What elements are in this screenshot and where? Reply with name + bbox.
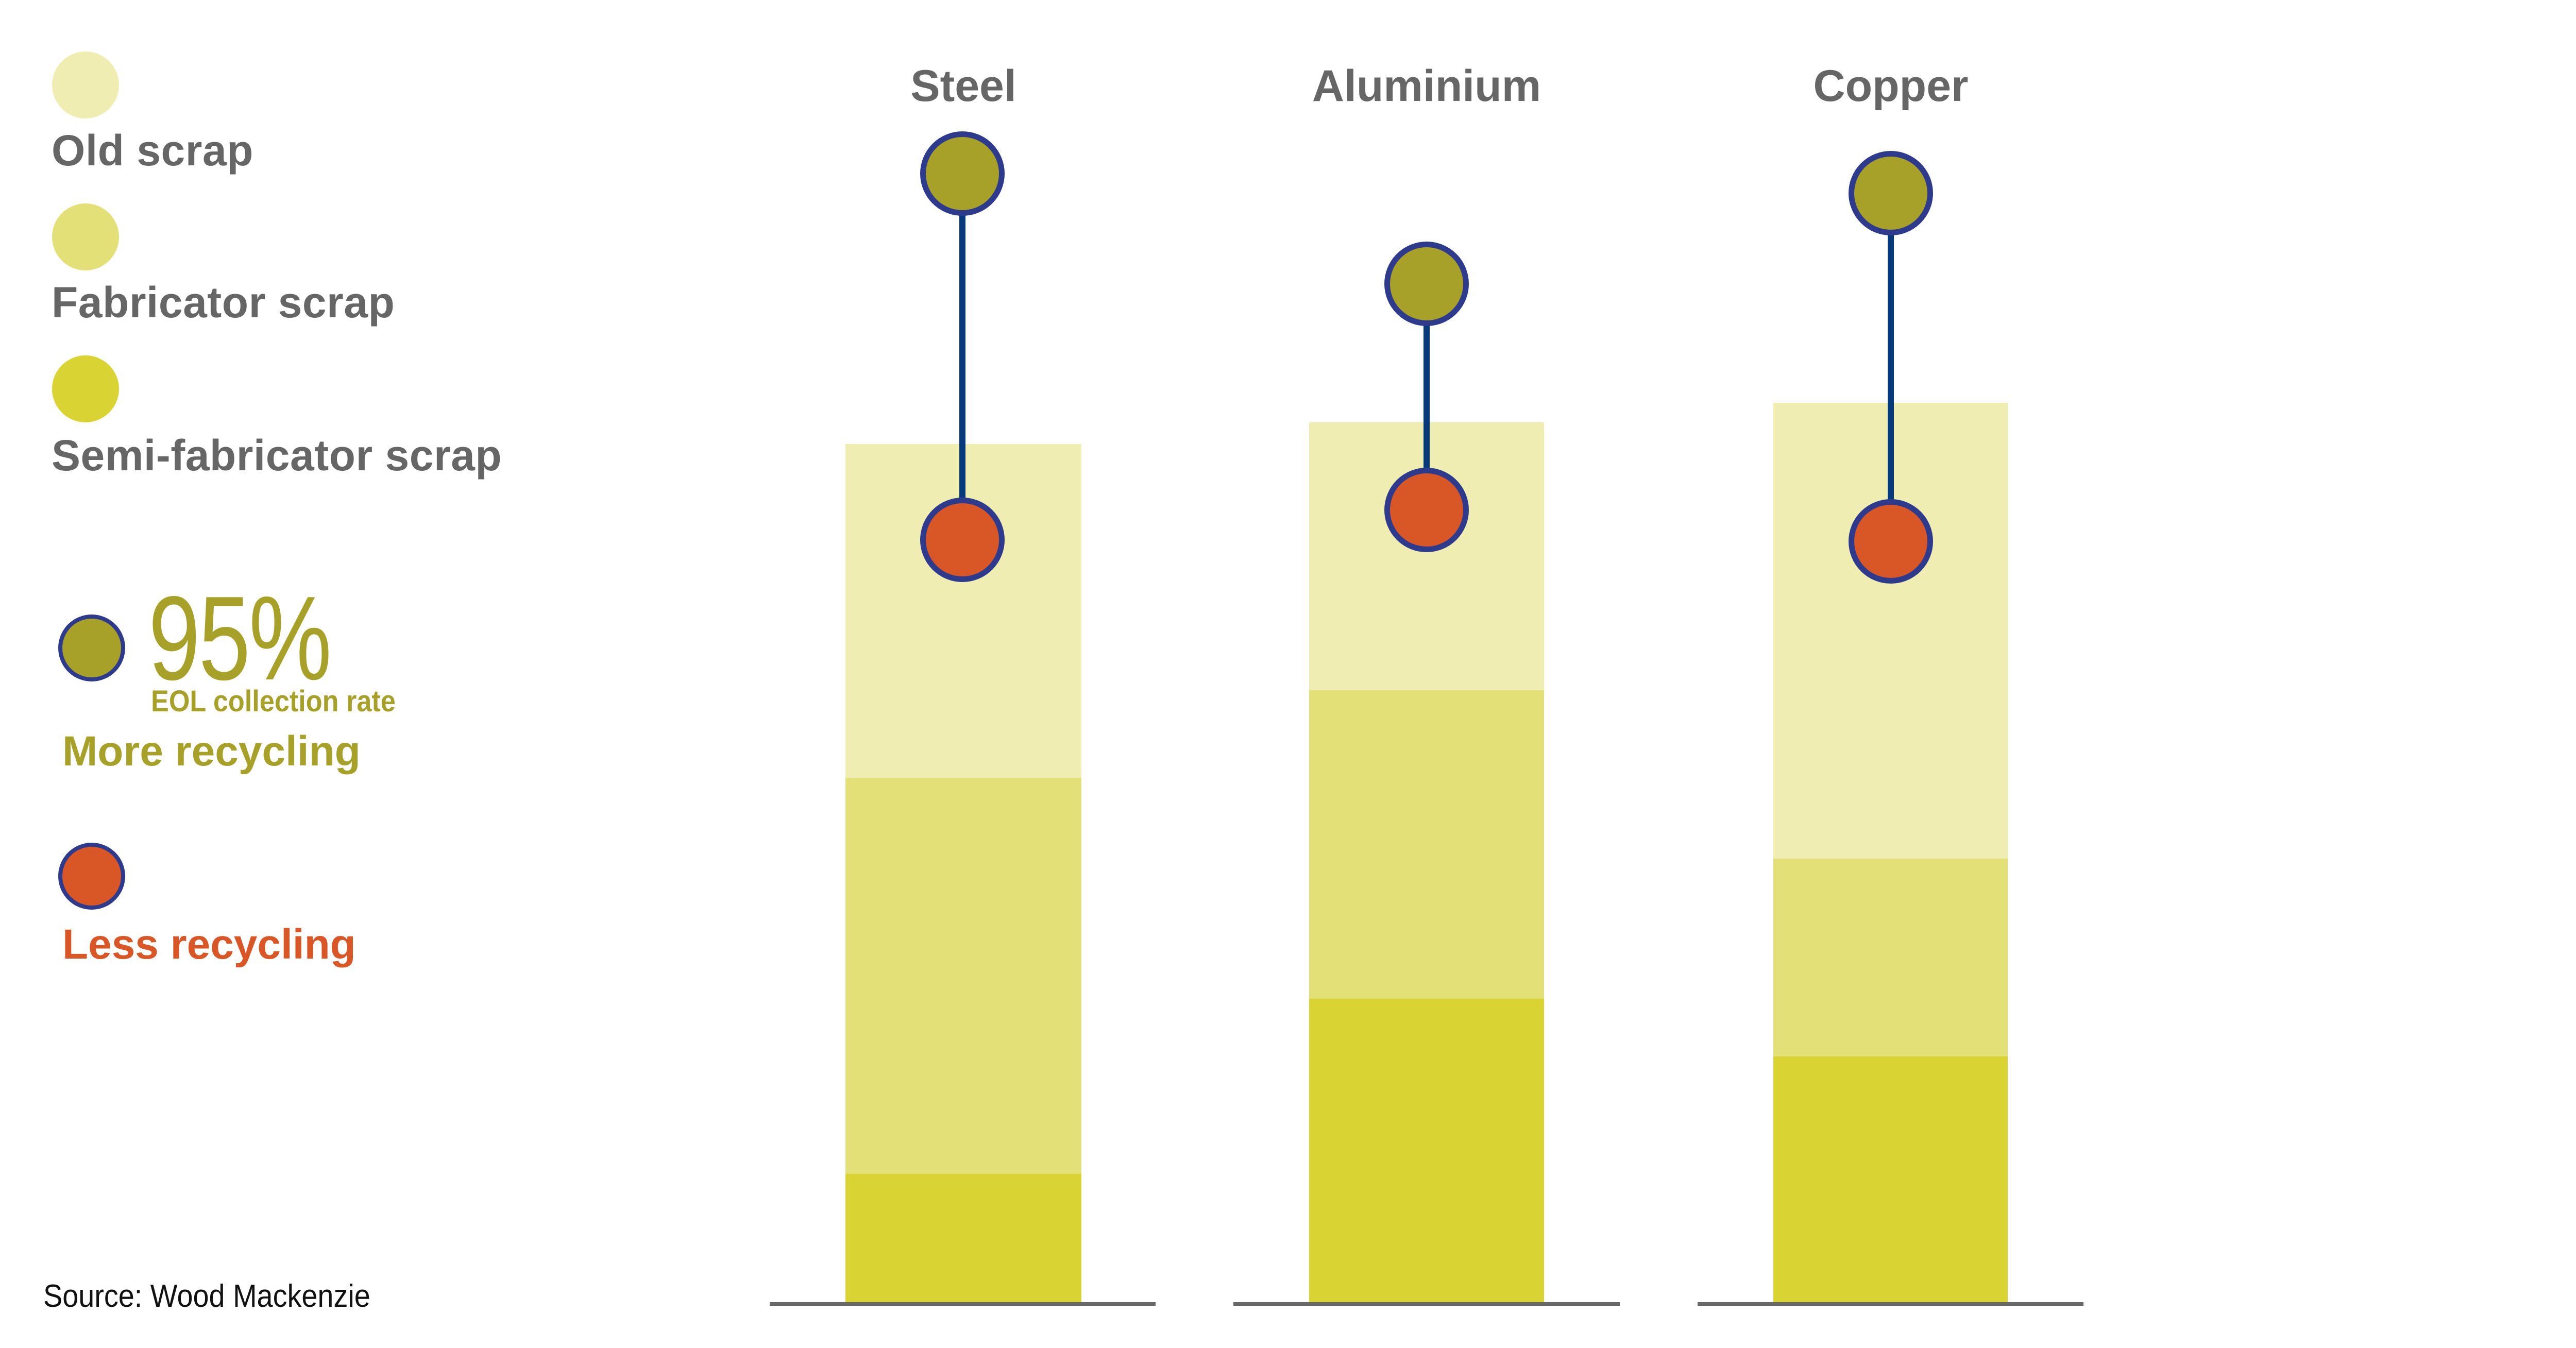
category-title-copper: Copper	[1813, 61, 1969, 111]
connector-line-aluminium	[1423, 284, 1430, 510]
legend-label-semi-fabricator-scrap: Semi-fabricator scrap	[52, 431, 502, 480]
category-title-aluminium: Aluminium	[1312, 61, 1541, 111]
bar-aluminium-fabricator-scrap	[1309, 690, 1544, 999]
legend-swatch-old-scrap	[52, 52, 119, 118]
legend-label-less-recycling: Less recycling	[62, 921, 356, 968]
less-recycling-dot-aluminium-icon	[1384, 468, 1469, 552]
baseline-steel	[770, 1302, 1156, 1306]
connector-line-steel	[959, 174, 965, 540]
less-recycling-dot-copper-icon	[1849, 499, 1933, 584]
bar-copper-semi-fabricator-scrap	[1773, 1056, 2008, 1303]
legend-label-more-recycling: More recycling	[62, 728, 361, 775]
legend-swatch-semi-fabricator-scrap	[52, 355, 119, 422]
legend-more-recycling-dot-icon	[58, 615, 125, 681]
category-title-steel: Steel	[910, 61, 1016, 111]
legend-label-old-scrap: Old scrap	[52, 126, 253, 175]
more-recycling-dot-aluminium-icon	[1384, 242, 1469, 326]
eol-collection-rate-caption: EOL collection rate	[151, 685, 396, 718]
less-recycling-dot-steel-icon	[920, 498, 1005, 582]
bar-steel-semi-fabricator-scrap	[845, 1174, 1081, 1303]
bar-aluminium-semi-fabricator-scrap	[1309, 999, 1544, 1303]
eol-collection-rate-value: 95%	[148, 572, 332, 705]
bar-copper-fabricator-scrap	[1773, 859, 2008, 1056]
more-recycling-dot-copper-icon	[1849, 151, 1933, 235]
source-note: Source: Wood Mackenzie	[43, 1278, 370, 1314]
legend-label-fabricator-scrap: Fabricator scrap	[52, 278, 395, 327]
baseline-aluminium	[1233, 1302, 1620, 1306]
legend-swatch-fabricator-scrap	[52, 203, 119, 270]
bar-steel-fabricator-scrap	[845, 778, 1081, 1174]
connector-line-copper	[1888, 193, 1894, 541]
baseline-copper	[1698, 1302, 2083, 1306]
more-recycling-dot-steel-icon	[920, 131, 1005, 216]
legend-less-recycling-dot-icon	[58, 843, 125, 910]
